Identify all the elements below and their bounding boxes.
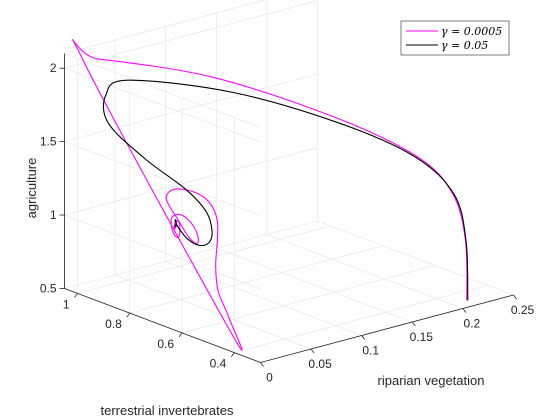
trajectory-series-2 (102, 79, 469, 301)
grid-line (64, 0, 318, 69)
y-tick-label: 1 (63, 297, 70, 311)
grid-line (266, 234, 464, 309)
tick-labels: 0 0.05 0.1 0.15 0.2 0.25 0.4 0.6 0.8 1 0.5 1 1.5 2 (40, 61, 535, 384)
grid-line (182, 265, 436, 334)
grid-line (234, 284, 488, 353)
y-tick-mark (126, 312, 131, 318)
x-tick-mark (462, 308, 467, 313)
box-back-edge (64, 53, 261, 128)
z-axis-label: agriculture (24, 158, 39, 219)
grid-line (64, 67, 261, 143)
grid-line (114, 274, 312, 350)
legend-box (400, 20, 510, 56)
y-tick-label: 0.6 (157, 337, 174, 351)
grid-line (64, 214, 261, 290)
y-tick-label: 0.4 (210, 357, 227, 371)
x-tick-mark (310, 348, 315, 354)
x-tick-label: 0.1 (362, 344, 379, 358)
x-tick-label: 0.2 (464, 317, 481, 331)
y-axis-line (64, 288, 261, 363)
grid-line (317, 220, 514, 296)
legend-label-series-1: γ = 0.0005 (441, 25, 502, 38)
y-tick-mark (74, 293, 78, 298)
grid-line (64, 73, 318, 142)
grid-line (64, 141, 261, 216)
z-tick-label: 0.5 (40, 282, 57, 296)
z-tick-label: 1.5 (40, 135, 57, 149)
grid-line (64, 147, 318, 216)
y-tick-mark (178, 332, 183, 338)
grid-line (165, 261, 362, 336)
x-tick-label: 0 (266, 371, 273, 385)
grid-line (64, 220, 318, 289)
x-tick-mark (411, 321, 416, 327)
x-tick-mark (361, 335, 366, 340)
axes-box (64, 53, 514, 363)
x-tick-label: 0.25 (511, 303, 535, 317)
y-tick-label: 0.8 (105, 317, 122, 331)
z-tick-label: 2 (50, 61, 57, 75)
y-axis-label: terrestrial invertebrates (101, 403, 234, 418)
y-tick-mark (231, 352, 235, 357)
x-tick-label: 0.15 (410, 330, 434, 344)
grid-line (77, 225, 331, 294)
grid-line (129, 245, 383, 314)
x-tick-mark (260, 362, 264, 367)
x-axis-label: riparian vegetation (378, 373, 485, 388)
box-back-edge (64, 0, 267, 54)
x-axis-line (260, 294, 514, 363)
grid-lines (64, 0, 514, 363)
z-tick-label: 1 (50, 208, 57, 222)
trajectory-series-1 (72, 39, 468, 351)
legend: γ = 0.0005 γ = 0.05 (400, 20, 510, 56)
trajectories (72, 39, 469, 351)
x-tick-label: 0.05 (308, 357, 332, 371)
grid-line (216, 247, 413, 323)
x-tick-mark (513, 294, 517, 300)
legend-label-series-2: γ = 0.05 (441, 39, 488, 52)
